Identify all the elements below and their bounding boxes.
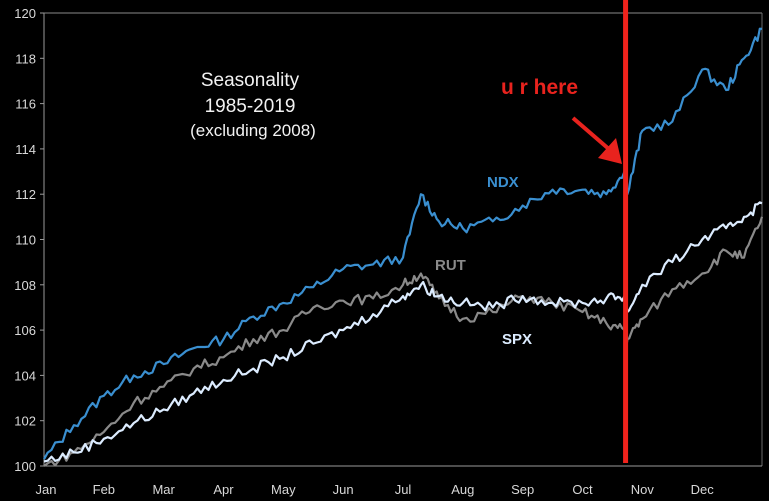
x-tick-label: Mar (152, 482, 175, 497)
series-label-rut: RUT (435, 257, 466, 274)
series-line-ndx (43, 27, 763, 460)
x-tick-label: Dec (691, 482, 715, 497)
series-label-spx: SPX (502, 331, 532, 348)
x-tick-label: Apr (213, 482, 234, 497)
y-tick-label: 110 (15, 233, 36, 248)
y-tick-label: 112 (15, 187, 36, 202)
annotation-group: u r here (501, 76, 622, 164)
chart-title: Seasonality (201, 70, 300, 91)
x-tick-label: Aug (451, 482, 474, 497)
axes: 100 102 104 106 108 110 112 114 116 118 120 Jan Feb M… (14, 6, 763, 497)
series-line-rut (43, 216, 764, 467)
series-group (43, 27, 764, 467)
chart-subtitle: 1985-2019 (205, 96, 296, 117)
annotation-you-are-here: u r here (501, 76, 578, 99)
x-tick-label: Sep (511, 482, 534, 497)
y-tick-label: 116 (15, 97, 36, 112)
chart-note: (excluding 2008) (190, 121, 316, 140)
y-tick-label: 108 (14, 278, 36, 293)
x-tick-label: Jan (36, 482, 57, 497)
series-line-spx (43, 201, 763, 463)
x-tick-label: Feb (93, 482, 115, 497)
x-tick-label: Nov (631, 482, 655, 497)
y-tick-label: 120 (14, 6, 36, 21)
x-tick-label: Jun (333, 482, 354, 497)
y-tick-label: 106 (14, 323, 36, 338)
x-tick-label: Jul (395, 482, 412, 497)
red-arrow-icon (571, 116, 622, 164)
y-tick-label: 104 (14, 368, 36, 383)
series-label-ndx: NDX (487, 174, 519, 191)
y-tick-label: 118 (15, 51, 36, 66)
y-tick-label: 102 (14, 414, 36, 429)
x-tick-label: Oct (572, 482, 593, 497)
y-tick-label: 100 (14, 459, 36, 474)
y-tick-label: 114 (15, 142, 36, 157)
x-tick-label: May (271, 482, 296, 497)
